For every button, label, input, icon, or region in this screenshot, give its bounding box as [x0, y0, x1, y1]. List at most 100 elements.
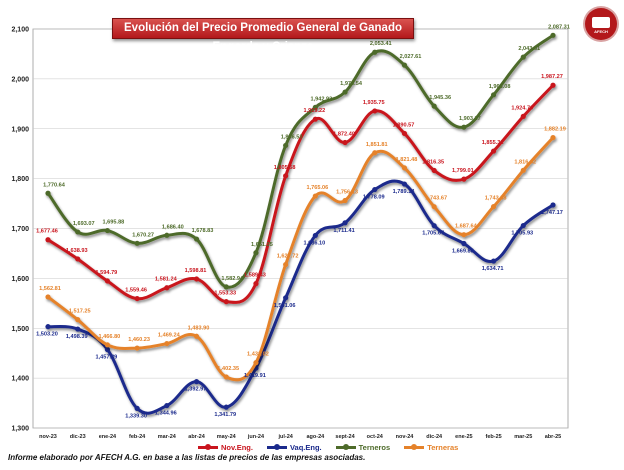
data-point [45, 190, 51, 196]
x-tick-label: sept-24 [335, 434, 355, 440]
data-label: 1,466.80 [99, 334, 121, 340]
y-tick-label: 2,000 [11, 76, 29, 83]
series-nov-eng- [45, 82, 556, 305]
data-point [134, 240, 140, 246]
data-point [372, 49, 378, 55]
legend-swatch [266, 443, 287, 450]
data-label: 1,924.76 [511, 105, 533, 111]
y-tick-label: 1,600 [11, 276, 29, 283]
data-point [164, 402, 170, 409]
data-label: 1,670.27 [132, 232, 154, 238]
data-point [253, 281, 259, 287]
data-point [134, 345, 140, 351]
data-label: 2,043.61 [518, 46, 540, 52]
data-point [104, 346, 111, 353]
data-label: 1,517.25 [69, 309, 91, 315]
data-label: 1,805.58 [274, 165, 296, 171]
data-point [550, 135, 556, 141]
legend-item-terneros: Terneros [335, 440, 391, 454]
y-tick-label: 2,100 [11, 27, 29, 34]
series-terneras [45, 135, 556, 382]
data-label: 1,457.39 [96, 355, 118, 361]
data-label: 1,935.75 [363, 100, 385, 106]
afech-logo: AFECH [585, 8, 617, 40]
y-tick-label: 1,900 [11, 126, 29, 133]
x-tick-label: oct-24 [367, 434, 384, 440]
series-line [47, 136, 555, 382]
data-point [520, 113, 526, 120]
x-tick-label: jul-24 [277, 434, 293, 440]
data-point [134, 295, 140, 302]
legend-swatch [335, 443, 356, 450]
data-point [283, 295, 289, 301]
data-label: 1,919.22 [303, 108, 325, 114]
x-tick-label: feb-24 [129, 434, 146, 440]
data-label: 1,942.92 [310, 96, 332, 102]
data-label: 1,561.06 [274, 303, 296, 309]
data-point [253, 360, 259, 366]
x-tick-label: mar-25 [514, 434, 532, 440]
x-tick-label: ago-24 [306, 434, 325, 440]
data-point [550, 202, 556, 208]
data-label: 1,987.27 [541, 74, 563, 80]
data-label: 1,686.40 [162, 224, 184, 230]
data-point [431, 167, 437, 174]
data-point [45, 237, 51, 243]
data-label: 1,765.06 [306, 185, 328, 191]
y-tick-label: 1,700 [11, 226, 29, 233]
legend: Nov.Eng. Vaq.Eng. Terneros Terneras [198, 440, 458, 454]
y-tick-label: 1,400 [11, 376, 29, 383]
data-point [104, 278, 111, 284]
legend-swatch [404, 443, 425, 450]
legend-label: Terneros [358, 442, 391, 452]
data-point [490, 204, 497, 210]
data-label: 1,903.17 [459, 116, 481, 122]
data-label: 1,756.13 [336, 190, 358, 196]
data-point [193, 333, 200, 339]
data-point [75, 326, 81, 332]
series-lines [45, 32, 556, 415]
data-label: 1,743.88 [485, 196, 507, 202]
data-label: 1,816.35 [422, 159, 444, 165]
data-label: 1,594.79 [96, 270, 118, 276]
data-label: 1,392.97 [185, 387, 207, 393]
data-label: 1,469.24 [158, 333, 181, 339]
data-label: 1,821.48 [396, 157, 418, 163]
data-label: 1,483.90 [188, 325, 210, 331]
data-point [342, 139, 348, 146]
x-tick-label: dic-24 [426, 434, 443, 440]
data-label: 1,598.81 [185, 268, 207, 274]
x-tick-label: abr-25 [545, 434, 562, 440]
data-point [164, 340, 170, 347]
data-label: 2,053.41 [370, 41, 392, 47]
data-label: 1,693.07 [73, 221, 95, 227]
y-axis: 1,300 1,400 1,500 1,600 1,700 1,800 1,900 2,000… [11, 27, 29, 433]
data-label: 1,498.39 [66, 334, 88, 340]
data-point [283, 173, 289, 179]
data-label: 1,705.93 [511, 231, 533, 237]
x-axis: nov-23 dic-23 ene-24 feb-24 mar-24 abr-24 may-… [39, 434, 561, 440]
data-label: 1,339.30 [125, 413, 147, 419]
data-point [401, 165, 408, 171]
data-label: 1,559.46 [125, 288, 147, 294]
data-point [253, 250, 259, 256]
y-tick-label: 1,300 [11, 426, 29, 433]
data-label: 1,431.02 [247, 352, 269, 358]
data-point [490, 92, 497, 98]
data-label: 2,027.61 [400, 54, 422, 60]
data-point [342, 197, 348, 204]
data-label: 1,589.43 [244, 273, 266, 279]
x-tick-label: mar-24 [158, 434, 177, 440]
y-tick-label: 1,800 [11, 176, 29, 183]
data-label: 1,778.09 [363, 195, 385, 201]
data-label: 1,973.54 [340, 81, 363, 87]
truck-icon [592, 17, 610, 28]
data-point [461, 240, 467, 247]
footnote: Informe elaborado por AFECH A.G. en base… [8, 453, 366, 462]
x-tick-label: may-24 [217, 434, 237, 440]
data-point [401, 130, 408, 137]
data-point [550, 32, 556, 38]
data-point [164, 232, 170, 238]
data-point [223, 299, 229, 305]
